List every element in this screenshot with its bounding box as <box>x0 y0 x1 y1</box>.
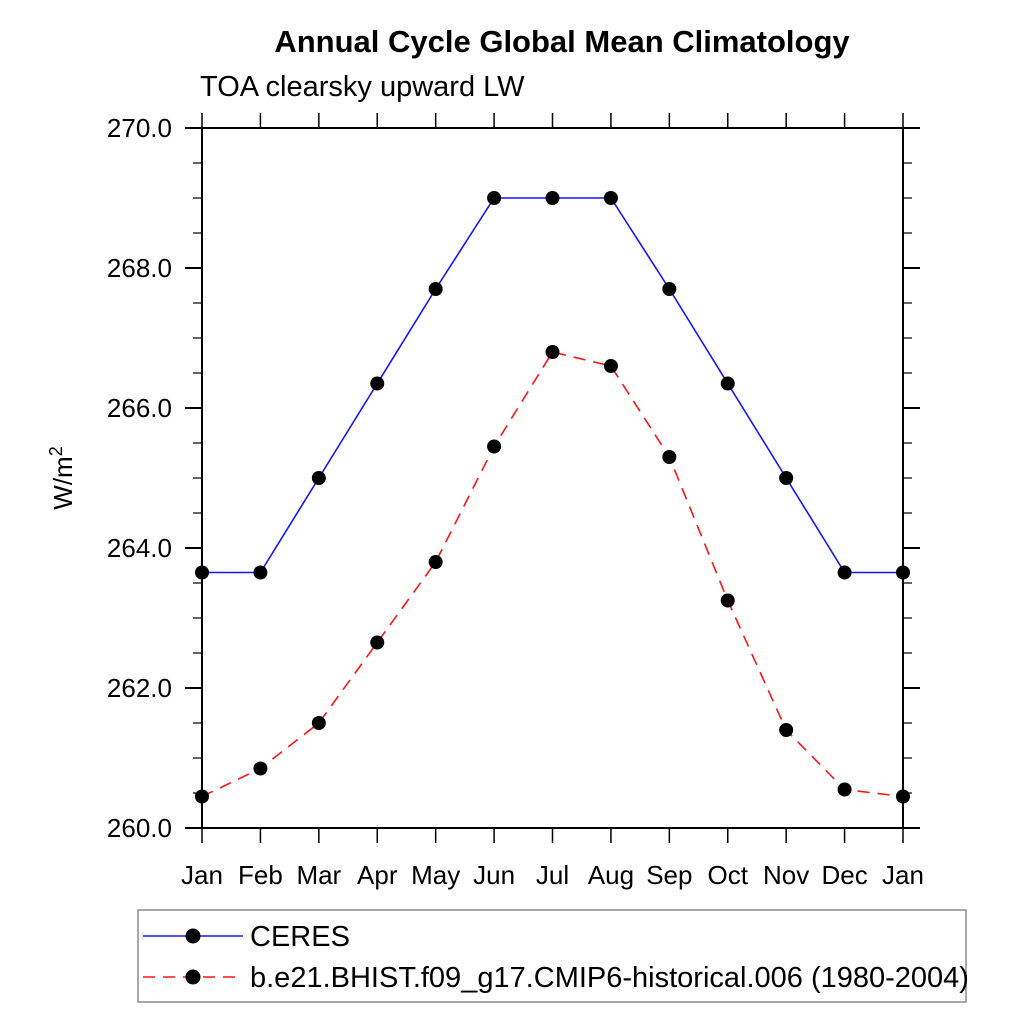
y-axis-label: 268.0 <box>107 253 172 283</box>
series-line-0 <box>202 197 903 574</box>
data-point-marker-1 <box>837 782 852 797</box>
y-axis-title: W/m2 <box>46 446 78 509</box>
data-point-marker-1 <box>428 555 443 569</box>
chart-title: Annual Cycle Global Mean Climatology <box>274 24 850 59</box>
x-axis-label: Dec <box>821 860 867 890</box>
data-point-marker-0 <box>837 565 852 580</box>
data-point-marker-1 <box>311 716 326 730</box>
y-axis-label: 270.0 <box>107 113 172 143</box>
x-axis-label: May <box>411 860 460 890</box>
y-axis-label: 262.0 <box>107 673 172 703</box>
chart-subtitle: TOA clearsky upward LW <box>200 71 525 103</box>
data-point-marker-1 <box>487 439 502 454</box>
legend-entry-label-0: CERES <box>250 921 350 953</box>
x-axis-label: Jan <box>181 860 223 890</box>
data-point-marker-0 <box>487 191 502 205</box>
data-point-marker-0 <box>311 471 326 485</box>
data-point-marker-0 <box>545 191 560 205</box>
data-point-marker-1 <box>253 761 268 776</box>
series-line-1 <box>201 351 904 798</box>
data-point-marker-0 <box>370 376 385 391</box>
data-point-marker-1 <box>896 789 910 804</box>
data-point-marker-0 <box>720 376 735 391</box>
legend-marker-0 <box>185 928 201 944</box>
legend-marker-1 <box>185 969 201 985</box>
data-point-marker-1 <box>779 723 794 737</box>
legend-entry-label-1: b.e21.BHIST.f09_g17.CMIP6-historical.006… <box>250 962 969 994</box>
data-point-marker-1 <box>370 635 385 650</box>
x-axis-label: Nov <box>763 860 809 890</box>
data-point-marker-0 <box>603 191 618 205</box>
data-point-marker-0 <box>779 471 794 485</box>
data-point-marker-0 <box>662 282 677 296</box>
data-point-marker-1 <box>603 359 618 373</box>
x-axis-label: Mar <box>296 860 341 890</box>
data-point-marker-1 <box>662 450 677 464</box>
x-axis-label: Aug <box>588 860 634 890</box>
legend-box <box>137 909 967 1003</box>
data-point-marker-0 <box>428 282 443 296</box>
y-axis-label: 264.0 <box>107 533 172 563</box>
x-axis-label: Sep <box>646 860 692 890</box>
y-axis-label: 260.0 <box>107 813 172 843</box>
data-point-marker-0 <box>253 565 268 580</box>
x-axis-label: Apr <box>357 860 398 890</box>
x-axis-label: Oct <box>708 860 749 890</box>
x-axis-label: Jan <box>882 860 924 890</box>
data-point-marker-0 <box>896 565 910 580</box>
data-point-marker-1 <box>195 789 209 804</box>
data-point-marker-1 <box>545 345 560 359</box>
data-point-marker-1 <box>720 593 735 608</box>
plot-frame <box>201 127 904 829</box>
x-axis-label: Feb <box>238 860 283 890</box>
x-axis-label: Jul <box>536 860 569 890</box>
data-point-marker-0 <box>195 565 209 580</box>
y-axis-label: 266.0 <box>107 393 172 423</box>
x-axis-label: Jun <box>473 860 515 890</box>
